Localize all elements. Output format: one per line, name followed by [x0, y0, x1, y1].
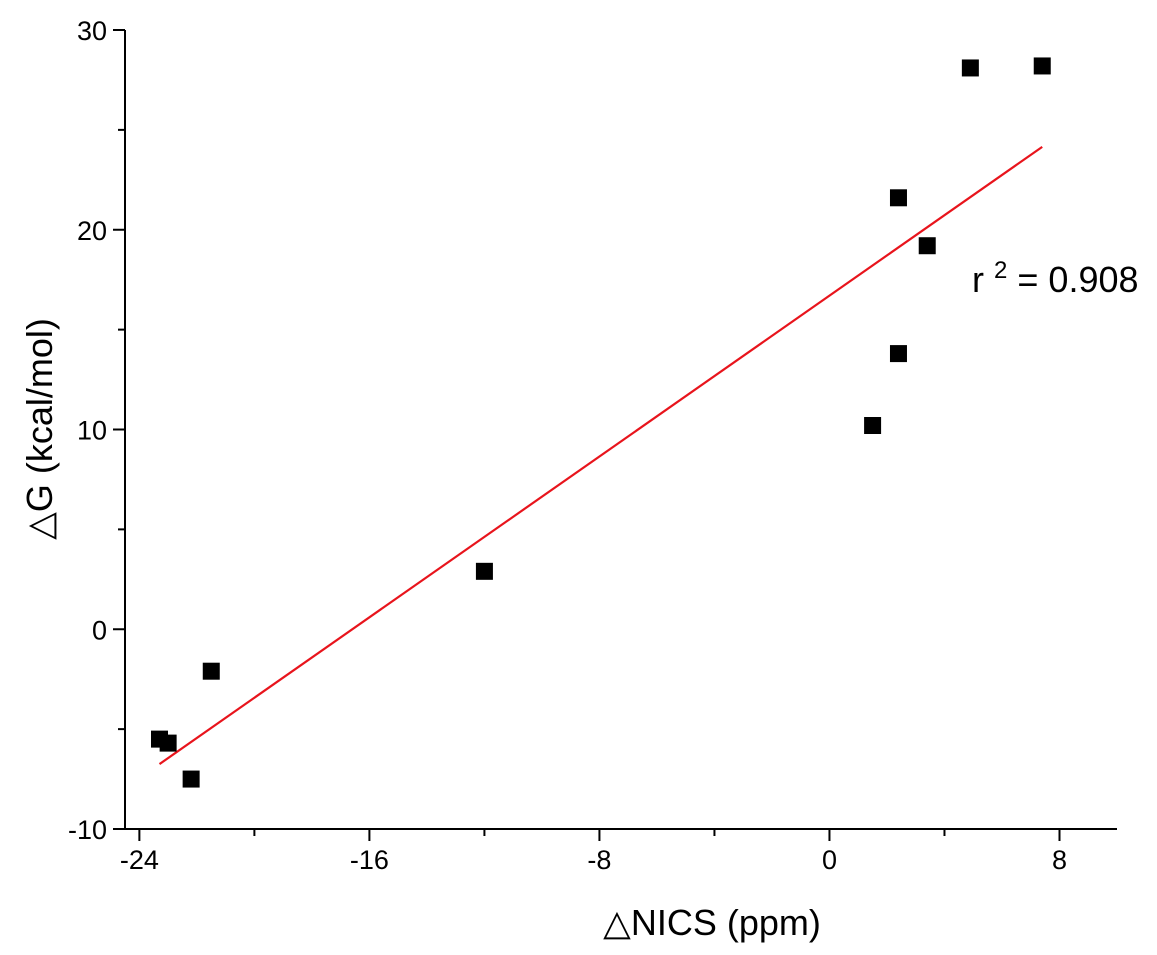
data-point-9 [961, 59, 979, 77]
y-tick-label: 20 [77, 216, 107, 246]
data-point-8 [918, 237, 936, 255]
y-tick-label: -10 [68, 815, 107, 845]
x-tick-label: 0 [822, 845, 837, 875]
data-point-4 [475, 562, 493, 580]
y-tick-label: 30 [77, 16, 107, 46]
y-axis-label: △G (kcal/mol) [19, 318, 60, 540]
regression-line [158, 145, 1043, 765]
x-tick-label: -16 [350, 845, 389, 875]
data-point-3 [202, 662, 220, 680]
data-point-10 [1033, 57, 1051, 75]
x-axis-label: △NICS (ppm) [603, 902, 821, 943]
r-squared-base: r [972, 259, 984, 300]
r-squared-value: = 0.908 [1017, 259, 1138, 300]
data-point-5 [864, 417, 882, 435]
data-point-2 [182, 770, 200, 788]
data-point-7 [889, 189, 907, 207]
x-tick-label: 8 [1052, 845, 1067, 875]
y-tick-label: 10 [77, 416, 107, 446]
y-tick-label: 0 [92, 615, 107, 645]
data-point-6 [889, 345, 907, 363]
x-tick-label: -24 [120, 845, 159, 875]
r-squared-annotation: r 2 = 0.908 [972, 245, 1139, 300]
r-squared-superscript: 2 [994, 257, 1007, 284]
x-tick-label: -8 [587, 845, 611, 875]
data-point-1 [159, 734, 177, 752]
